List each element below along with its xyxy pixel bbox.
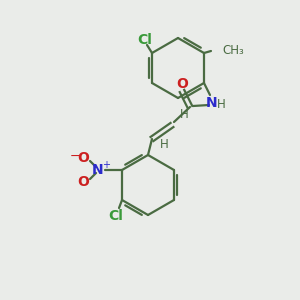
- Text: H: H: [160, 139, 168, 152]
- Text: +: +: [102, 160, 110, 170]
- Text: N: N: [206, 96, 218, 110]
- Text: N: N: [92, 163, 104, 177]
- Text: O: O: [176, 77, 188, 91]
- Text: H: H: [217, 98, 225, 110]
- Text: O: O: [77, 175, 89, 189]
- Text: −: −: [70, 149, 80, 163]
- Text: CH₃: CH₃: [222, 44, 244, 56]
- Text: O: O: [77, 151, 89, 165]
- Text: Cl: Cl: [138, 33, 152, 47]
- Text: H: H: [180, 107, 188, 121]
- Text: Cl: Cl: [109, 209, 124, 223]
